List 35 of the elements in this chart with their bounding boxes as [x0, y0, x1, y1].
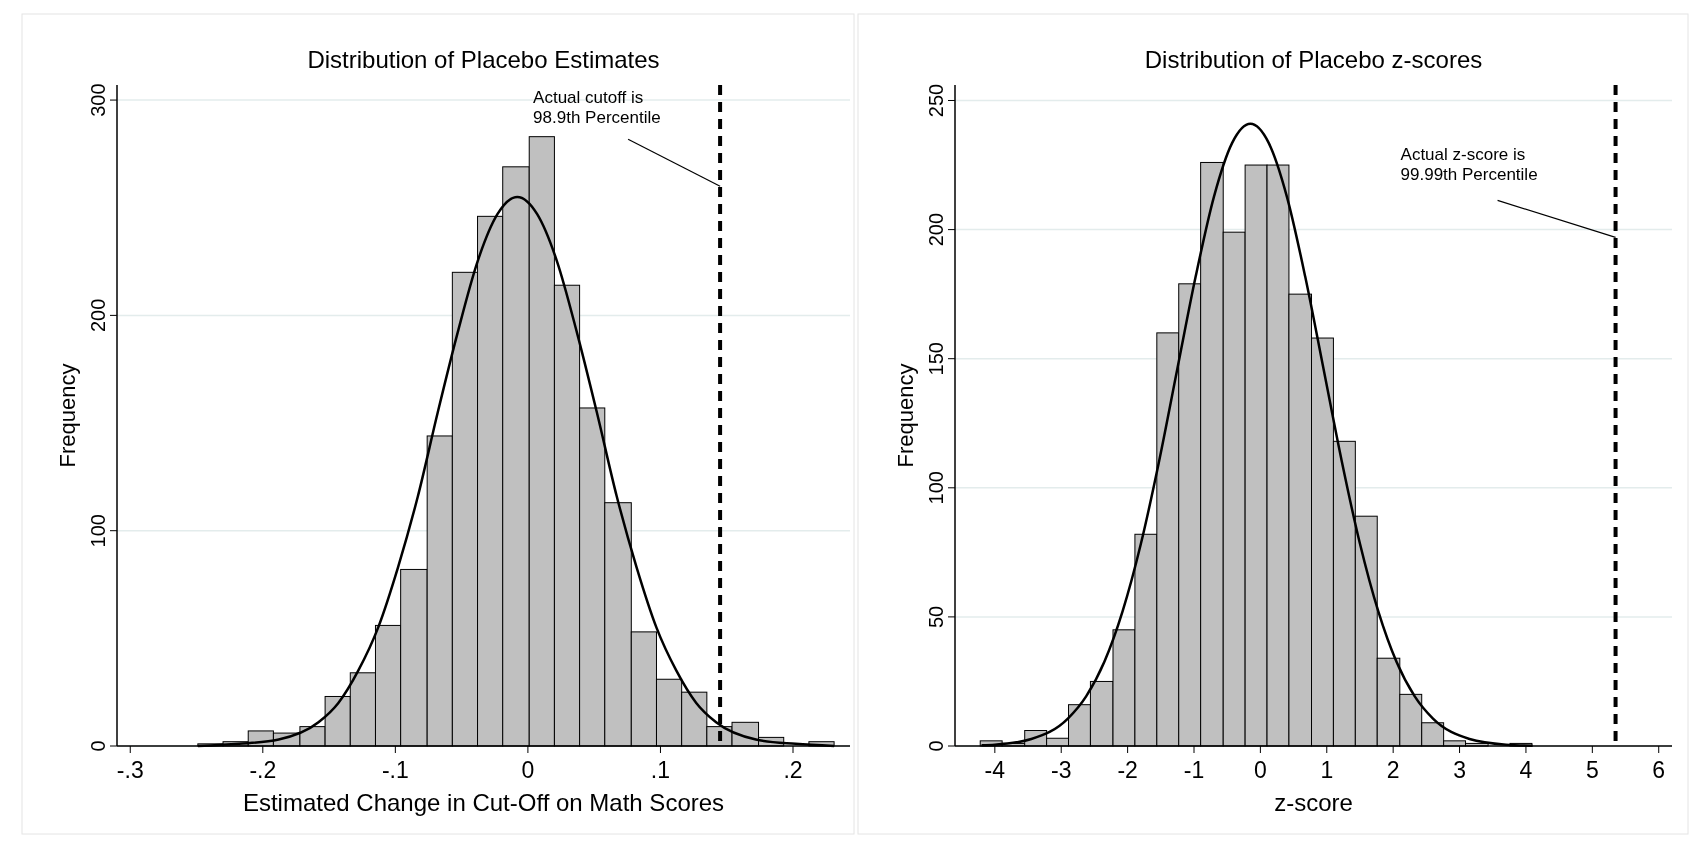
x-tick-label: 4: [1519, 757, 1533, 783]
y-tick-label: 50: [925, 605, 947, 629]
x-axis-title: Estimated Change in Cut-Off on Math Scores: [242, 789, 725, 816]
y-tick-label: 0: [925, 740, 947, 752]
x-tick-label: -4: [984, 757, 1006, 783]
x-tick-label: 6: [1652, 757, 1666, 783]
x-tick-label: 0: [1253, 757, 1267, 783]
y-axis-title: Frequency: [893, 363, 918, 468]
x-tick-label: -2: [1117, 757, 1138, 783]
x-tick-label: -1: [1183, 757, 1205, 783]
y-tick-label: 150: [925, 342, 947, 376]
y-tick-label: 200: [87, 298, 109, 333]
x-tick-label: .1: [650, 757, 671, 783]
x-tick-label: .2: [783, 757, 803, 783]
x-tick-label: 2: [1386, 757, 1400, 783]
chart-title: Distribution of Placebo z-scores: [1144, 46, 1483, 73]
annotation: Actual cutoff is 98.9th Percentile: [533, 88, 661, 128]
y-tick-label: 100: [87, 514, 109, 548]
y-tick-label: 0: [87, 740, 109, 752]
x-tick-label: -.2: [249, 757, 277, 783]
chart-title: Distribution of Placebo Estimates: [307, 46, 660, 73]
x-tick-label: -.1: [381, 757, 409, 783]
annotation: Actual z-score is 99.99th Percentile: [1400, 145, 1538, 185]
x-axis-title: z-score: [1274, 789, 1353, 816]
y-tick-label: 250: [925, 83, 947, 118]
y-tick-label: 300: [87, 83, 109, 117]
x-tick-label: -.3: [116, 757, 144, 783]
x-tick-label: 1: [1320, 757, 1334, 783]
y-axis-title: Frequency: [55, 363, 80, 468]
x-tick-label: 5: [1585, 757, 1599, 783]
x-tick-label: 0: [521, 757, 535, 783]
y-tick-label: 100: [925, 471, 947, 505]
x-tick-label: 3: [1453, 757, 1466, 783]
x-tick-label: -3: [1051, 757, 1072, 783]
y-tick-label: 200: [925, 212, 947, 247]
